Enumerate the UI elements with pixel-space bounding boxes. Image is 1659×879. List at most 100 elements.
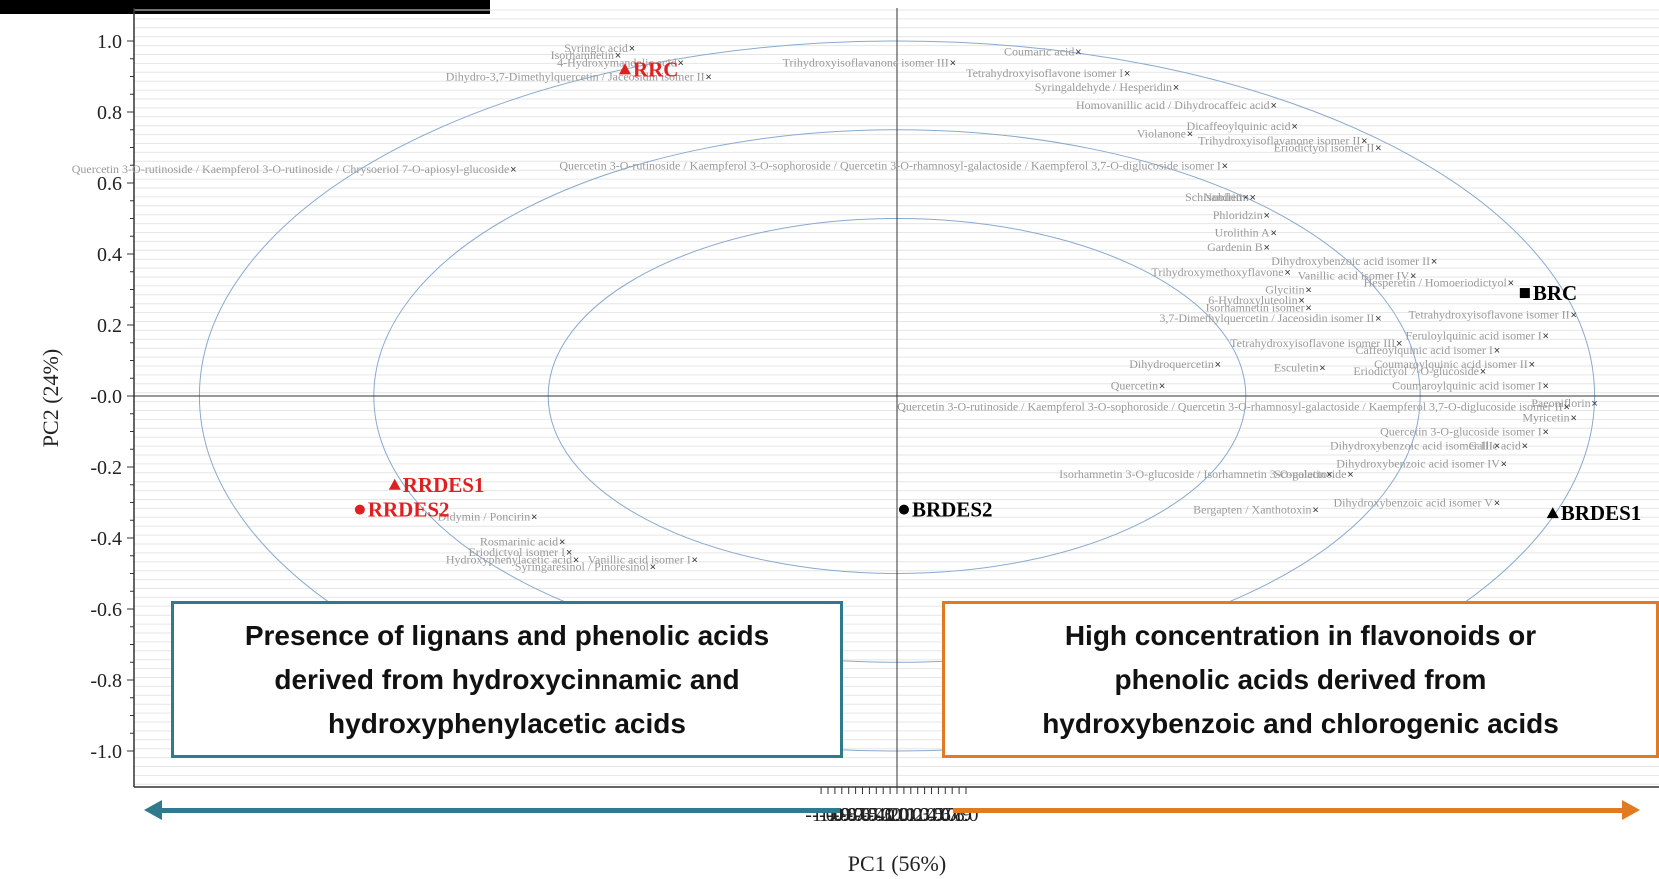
variable-marker: ×: [1570, 309, 1576, 321]
variable-marker: ×: [1501, 458, 1507, 470]
y-tick-label: -0.0: [90, 386, 122, 408]
x-tick-label: 0.4: [912, 804, 937, 826]
variable-label: Bergapten / Xanthotoxin: [1193, 503, 1311, 517]
variable-marker: ×: [1264, 242, 1270, 254]
variable-label: Dihydroquercetin: [1129, 357, 1214, 371]
variable-marker: ×: [1326, 469, 1332, 481]
variable-marker: ×: [1305, 302, 1311, 314]
y-tick-label: 0.2: [97, 315, 122, 337]
variable-marker: ×: [1375, 313, 1381, 325]
variable-marker: ×: [1243, 192, 1249, 204]
variable-label: Syringic acid: [564, 41, 628, 55]
variable-marker: ×: [1494, 441, 1500, 453]
variable-label: Gardenin B: [1207, 240, 1263, 254]
variable-points: Syringic acid × 4-Hydroxymandelic acid × Iso…: [72, 41, 1598, 573]
variable-label: 6-Hydroxyluteolin: [1208, 293, 1297, 307]
variable-label: Trihydroxyisoflavanone isomer II: [1198, 133, 1360, 147]
x-tick-label: -0.4: [854, 804, 886, 826]
variable-label: Homovanillic acid / Dihydrocaffeic acid: [1076, 98, 1270, 112]
y-tick-label: 0.8: [97, 102, 122, 124]
variable-marker: ×: [1347, 469, 1353, 481]
variable-marker: ×: [1215, 359, 1221, 371]
left-box-line-2: derived from hydroxycinnamic and: [274, 663, 740, 695]
x-tick-label: 0.1: [891, 804, 916, 826]
variable-marker: ×: [678, 57, 684, 69]
variable-label: Scopoletin: [1274, 467, 1325, 481]
variable-label: Quercetin: [1111, 378, 1158, 392]
sample-label: RRDES1: [403, 473, 485, 497]
variable-marker: ×: [1291, 121, 1297, 133]
axes: -1.1-1.0-0.9-0.8-0.7-0.6-0.5-0.4-0.3-0.2…: [90, 8, 1659, 826]
variable-marker: ×: [1494, 498, 1500, 510]
variable-label: Paeoniflorin: [1531, 396, 1590, 410]
variable-marker: ×: [1187, 128, 1193, 140]
variable-label: Nobiletin: [1203, 190, 1248, 204]
variable-marker: ×: [1222, 160, 1228, 172]
y-tick-label: 1.0: [97, 31, 122, 53]
variable-marker: ×: [559, 537, 565, 549]
x-tick-label: 0.0: [885, 804, 910, 826]
variable-label: Gallic acid: [1469, 439, 1521, 453]
variable-marker: ×: [629, 43, 635, 55]
sample-marker-triangle: [618, 63, 631, 75]
sample-marker-circle: [898, 504, 909, 515]
variable-marker: ×: [1264, 210, 1270, 222]
variable-marker: ×: [1563, 402, 1569, 414]
variable-label: Tetrahydroxyisoflavone isomer II: [1409, 307, 1570, 321]
right-box-line-2: phenolic acids derived from: [1114, 663, 1487, 695]
left-box-line-1: Presence of lignans and phenolic acids: [244, 619, 770, 651]
variable-marker: ×: [1543, 427, 1549, 439]
x-axis-label: PC1 (56%): [848, 851, 946, 876]
variable-label: Didymin / Poncirin: [438, 510, 531, 524]
x-tick-label: -0.6: [840, 804, 872, 826]
y-tick-label: 0.6: [97, 173, 122, 195]
y-tick-label: 0.4: [97, 244, 122, 266]
variable-label: Coumaroylquinic acid isomer II: [1374, 357, 1528, 371]
y-tick-label: -0.8: [90, 670, 122, 692]
variable-marker: ×: [1508, 277, 1514, 289]
variable-label: Quercetin 3-O-glucoside isomer I: [1380, 425, 1542, 439]
variable-label: Quercetin 3-O-rutinoside / Kaempferol 3-…: [72, 162, 510, 176]
variable-marker: ×: [1159, 380, 1165, 392]
variable-label: Coumaric acid: [1004, 45, 1074, 59]
variable-marker: ×: [691, 554, 697, 566]
x-tick-label: -0.2: [867, 804, 899, 826]
sample-marker-square: [1519, 288, 1530, 299]
variable-marker: ×: [1410, 270, 1416, 282]
x-tick-label: 0.2: [898, 804, 923, 826]
variable-marker: ×: [1298, 295, 1304, 307]
variable-marker: ×: [573, 554, 579, 566]
variable-label: Quercetin 3-O-rutinoside / Kaempferol 3-…: [559, 158, 1220, 172]
variable-marker: ×: [1396, 338, 1402, 350]
variable-label: Hydroxyphenylacetic acid: [446, 552, 572, 566]
sample-marker-triangle: [388, 478, 401, 490]
x-tick-label: -0.5: [847, 804, 879, 826]
sample-marker-circle: [354, 504, 365, 515]
variable-label: Dihydro-3,7-Dimethylquercetin / Jaceosid…: [446, 70, 705, 84]
variable-marker: ×: [650, 561, 656, 573]
variable-label: Dihydroxybenzoic acid isomer IV: [1336, 456, 1500, 470]
flavonoids-annotation-box: High concentration in flavonoids or phen…: [942, 601, 1659, 758]
variable-marker: ×: [1570, 412, 1576, 424]
variable-label: Rosmarinic acid: [480, 535, 558, 549]
variable-marker: ×: [531, 512, 537, 524]
variable-label: Vanillic acid isomer I: [588, 552, 691, 566]
y-tick-label: -0.2: [90, 457, 122, 479]
variable-marker: ×: [705, 72, 711, 84]
variable-label: Phloridzin: [1213, 208, 1263, 222]
variable-marker: ×: [1361, 135, 1367, 147]
variable-marker: ×: [1480, 366, 1486, 378]
sample-label: RRC: [633, 57, 679, 81]
variable-label: Tetrahydroxyisoflavone isomer I: [966, 66, 1123, 80]
right-arrow-head: [1622, 800, 1640, 820]
variable-label: Myricetin: [1522, 410, 1569, 424]
left-arrow-head: [144, 800, 162, 820]
x-tick-label: 0.6: [926, 804, 951, 826]
variable-marker: ×: [1284, 267, 1290, 279]
variable-marker: ×: [566, 547, 572, 559]
variable-label: Caffeoylquinic acid isomer I: [1356, 343, 1493, 357]
x-tick-label: 0.7: [933, 804, 958, 826]
variable-marker: ×: [1312, 505, 1318, 517]
variable-label: Isorhamnetin 3-O-glucoside / Isorhamneti…: [1059, 467, 1346, 481]
variable-label: 3,7-Dimethylquercetin / Jaceosidin isome…: [1159, 311, 1374, 325]
